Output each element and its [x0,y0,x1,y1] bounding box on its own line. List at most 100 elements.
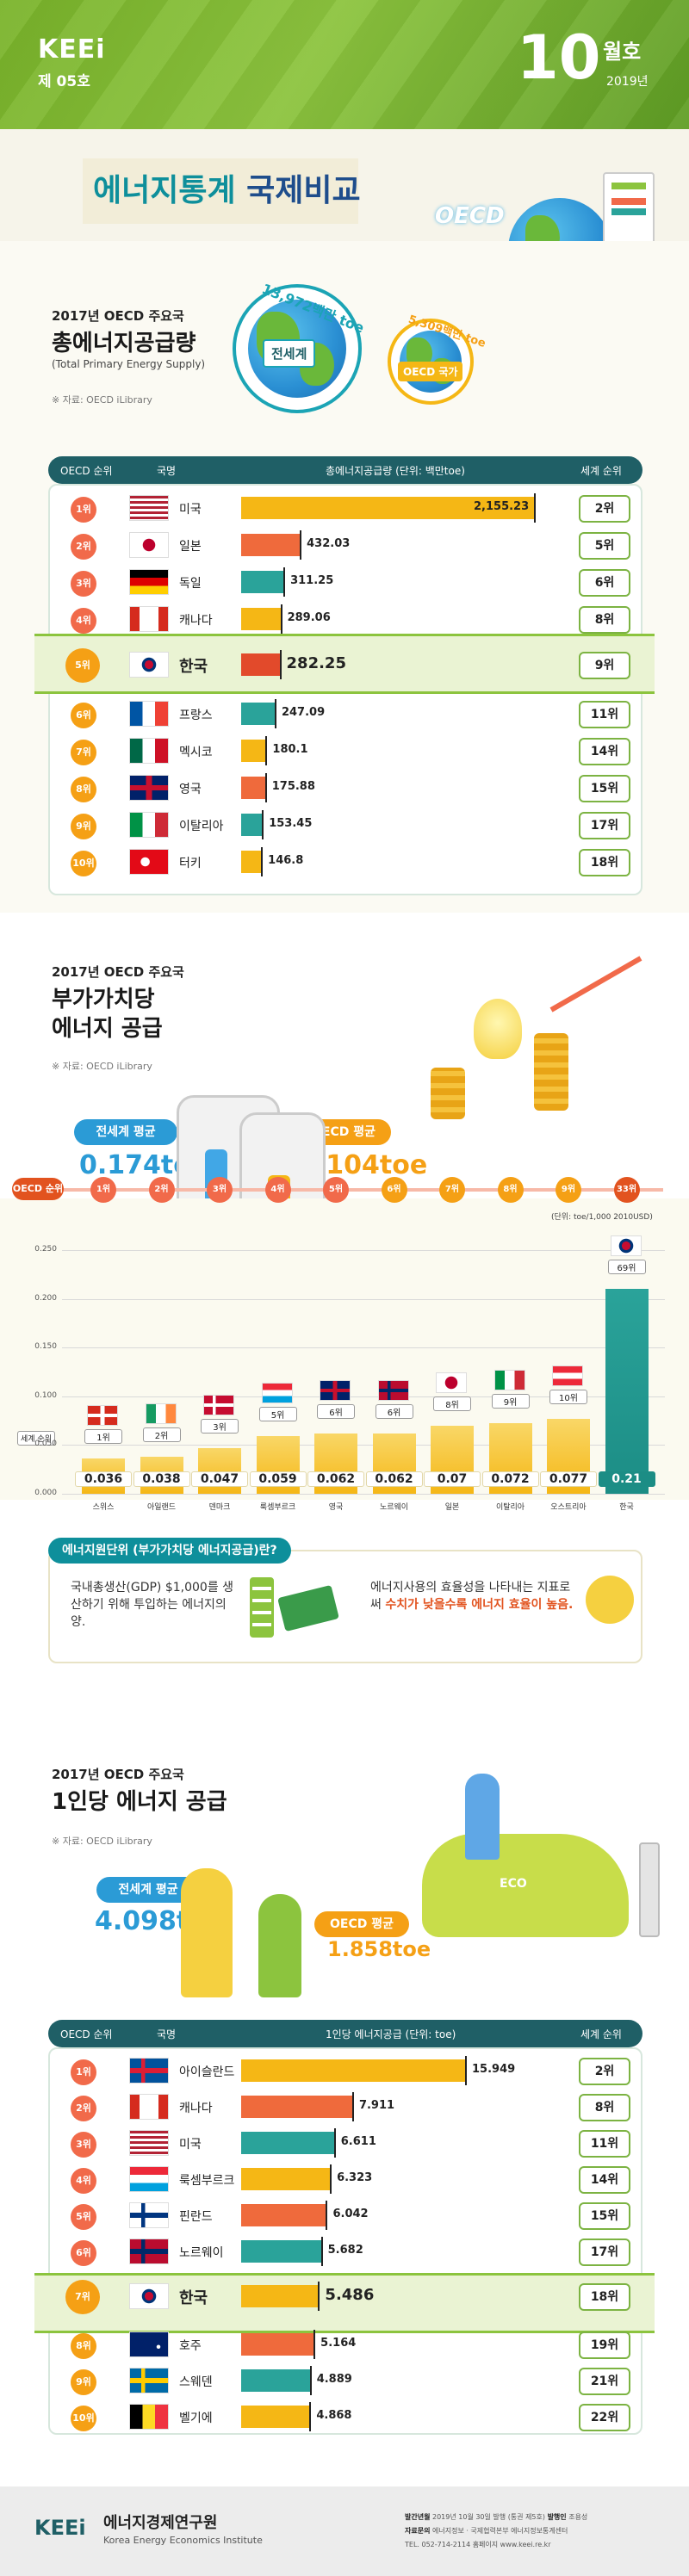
footer-contact-line: 자료문의 에너지정보 · 국제협력본부 에너지정보통계센터 [405,2526,568,2536]
per-capita-oecd-rank: 1위 [71,2059,96,2085]
table3-head-rank: OECD 순위 [60,2028,113,2040]
footer-publisher-name: 조용성 [568,2513,588,2521]
chart2-y-tick: 0.100 [34,1390,57,1400]
table1-highlight-row [34,634,655,694]
per-capita-bar-end-line [318,2282,320,2311]
page-title-part1: 에너지통계 [93,173,236,208]
flag-icon-lu [129,2166,169,2192]
section1-label: 2017년 OECD 주요국 [52,308,184,324]
chart2-x-label: 일본 [444,1503,460,1512]
flag-icon-jp [129,532,169,558]
chart2-world-rank: 69위 [607,1260,646,1275]
chart2-rank-label: OECD 순위 [12,1178,64,1200]
chart2-bar-value: 0.21 [598,1471,655,1487]
flag-icon-kr [129,652,169,678]
world-avg-pill: 전세계 평균 [74,1119,177,1145]
tpes-bar [241,534,301,556]
chart2-y-tick: 0.000 [34,1489,57,1497]
per-capita-world-rank: 14위 [579,2166,630,2194]
chart2-gridline [62,1298,665,1300]
per-capita-bar-value: 6.323 [337,2171,373,2184]
flag-icon-no [377,1379,409,1401]
tpes-bar-value: 247.09 [281,706,326,719]
chart2-x-label: 덴마크 [208,1503,231,1512]
flag-icon-at [552,1365,583,1386]
tpes-bar-value: 2,155.23 [474,500,530,513]
header-pattern [0,0,689,129]
per-capita-bar-value: 5.164 [320,2337,357,2350]
chart2-x-label: 이탈리아 [495,1503,525,1512]
tpes-bar-value: 282.25 [286,654,346,672]
per-capita-bar-end-line [333,2128,336,2158]
flag-icon-is [129,2058,169,2084]
per-capita-world-rank: 19위 [579,2331,630,2359]
flag-icon-fi [129,2202,169,2228]
section3-source: ※ 자료: OECD iLibrary [52,1836,152,1847]
flag-icon-kr [129,2283,169,2309]
section3-label: 2017년 OECD 주요국 [52,1767,184,1782]
chart2-y-tick: 0.200 [34,1293,57,1303]
per-capita-oecd-rank: 3위 [71,2132,96,2158]
per-capita-world-rank: 17위 [579,2239,630,2266]
per-capita-country-name: 노르웨이 [179,2246,224,2260]
tpes-bar-value: 289.06 [287,611,331,624]
per-capita-oecd-rank: 4위 [71,2168,96,2194]
flag-icon-gb [129,775,169,801]
per-capita-bar-value: 7.911 [358,2099,395,2112]
tpes-bar [241,653,280,676]
chart2-bar-value: 0.062 [365,1471,423,1487]
chart2-world-rank-label: 세계 순위 [17,1431,55,1446]
efficiency-icon [586,1576,634,1624]
chart2-oecd-rank: 1위 [90,1177,116,1203]
tpes-bar [241,740,266,762]
tpes-country-name: 터키 [179,857,202,870]
chart2-world-rank: 5위 [258,1407,297,1422]
flag-icon-ca [129,2094,169,2120]
per-capita-world-rank: 8위 [579,2094,630,2121]
title-box [83,158,358,224]
tpes-bar-end-line [534,493,536,523]
flag-icon-dk [203,1394,234,1415]
section1-title: 총에너지공급량 [52,331,196,356]
tpes-oecd-rank: 7위 [71,740,96,765]
flag-icon-au [129,2331,169,2357]
per-capita-bar-value: 4.868 [316,2409,352,2422]
flag-icon-kr [610,1235,642,1257]
lightbulb-icon [474,999,522,1059]
tpes-bar-end-line [262,810,264,839]
per-capita-country-name: 호주 [179,2339,202,2353]
per-capita-country-name: 핀란드 [179,2210,213,2224]
chart2-bar-value: 0.077 [540,1471,597,1487]
tpes-country-name: 일본 [179,540,202,554]
table1-header: OECD 순위 국명 총에너지공급량 (단위: 백만toe) 세계 순위 [48,456,642,484]
flag-icon-se [129,2368,169,2393]
per-capita-bar-value: 6.611 [340,2135,376,2148]
per-capita-world-rank: 18위 [579,2283,630,2311]
chart2-bar-value: 0.062 [307,1471,364,1487]
flag-icon-us [129,495,169,521]
chart2-oecd-rank: 7위 [439,1177,465,1203]
chart2-bar-value: 0.072 [481,1471,539,1487]
coin-stack-icon-2 [431,1068,465,1119]
tpes-world-rank: 6위 [579,569,630,597]
tpes-oecd-rank: 5위 [65,648,100,683]
tpes-bar-value: 153.45 [269,817,313,830]
tpes-bar [241,497,534,519]
issue-year: 2019년 [606,75,649,89]
chart2-gridline [62,1494,665,1495]
tpes-world-rank: 9위 [579,652,630,679]
per-capita-bar-end-line [313,2330,316,2359]
info-box [48,1550,642,1663]
tpes-country-name: 한국 [179,658,208,676]
chart2-oecd-rank: 33위 [613,1177,640,1203]
chart2-gridline [62,1445,665,1446]
tpes-bar-value: 146.8 [268,854,304,867]
tpes-country-name: 미국 [179,503,202,517]
per-capita-bar-end-line [465,2056,467,2085]
per-capita-bar-end-line [309,2366,312,2395]
chart2-oecd-rank: 3위 [207,1177,233,1203]
tpes-country-name: 프랑스 [179,709,213,722]
chart2-unit: (단위: toe/1,000 2010USD) [551,1213,653,1222]
per-capita-bar [241,2132,334,2154]
tpes-bar-value: 311.25 [290,574,334,587]
